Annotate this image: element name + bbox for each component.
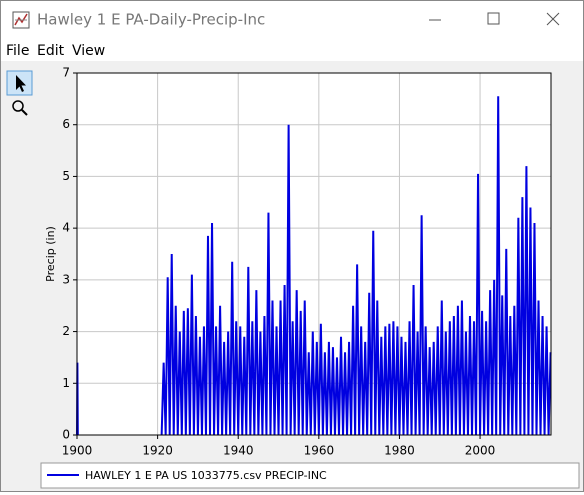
y-tick-label: 6 [62,117,70,131]
x-tick-label: 1940 [223,444,254,458]
close-button[interactable] [546,12,560,26]
app-icon [12,11,30,29]
y-axis-label: Precip (in) [44,226,57,282]
window-title: Hawley 1 E PA-Daily-Precip-Inc [37,11,265,29]
legend-label: HAWLEY 1 E PA US 1033775.csv PRECIP-INC [85,469,327,482]
x-tick-label: 1920 [142,444,173,458]
plot-frame [76,72,552,436]
y-tick-label: 5 [62,169,70,183]
pointer-icon [16,75,26,92]
x-tick-label: 1980 [384,444,415,458]
x-tick-label: 2000 [465,444,496,458]
menu-item[interactable]: View [72,43,105,59]
y-tick-label: 3 [62,272,70,286]
legend [40,462,580,489]
y-tick-label: 0 [62,428,70,442]
menu-item[interactable]: File [6,43,29,59]
title-bar [1,1,583,61]
y-tick-label: 2 [62,324,70,338]
menu-item[interactable]: Edit [37,43,65,59]
maximize-button[interactable] [487,12,500,25]
x-tick-label: 1960 [304,444,335,458]
y-tick-label: 4 [62,221,70,235]
zoom-tool[interactable] [12,100,28,116]
y-tick-label: 7 [62,66,70,80]
x-tick-label: 1900 [62,444,93,458]
y-tick-label: 1 [62,376,70,390]
